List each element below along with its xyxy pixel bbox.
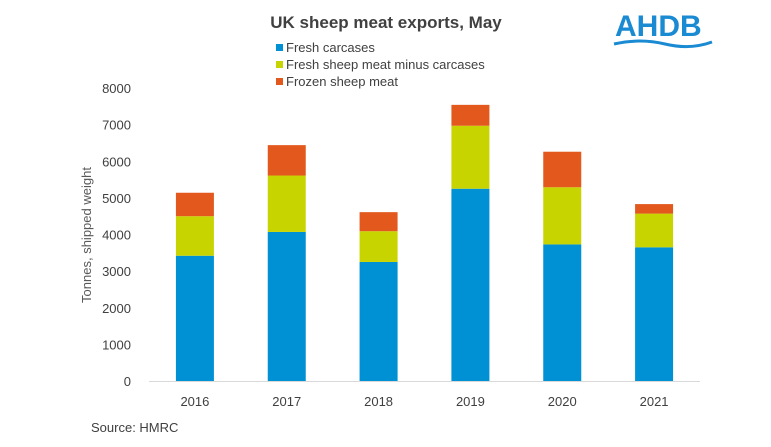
- bar-segment-2020-1: [543, 244, 582, 381]
- x-tick-label: 2016: [180, 394, 209, 409]
- legend-swatch: [276, 61, 283, 68]
- source-note: Source: HMRC: [91, 420, 178, 435]
- y-tick-label: 8000: [102, 81, 131, 96]
- y-tick-label: 6000: [102, 154, 131, 169]
- y-tick-label: 5000: [102, 191, 131, 206]
- bar-segment-2016-2: [175, 216, 214, 256]
- bar-segment-2018-3: [359, 212, 398, 232]
- bar-segment-2016-3: [175, 192, 214, 217]
- bar-segment-2018-1: [359, 261, 398, 381]
- bar-segment-2018-2: [359, 231, 398, 262]
- y-axis-label: Tonnes, shipped weight: [79, 167, 94, 303]
- x-tick-label: 2020: [548, 394, 577, 409]
- bar-segment-2019-1: [451, 188, 490, 381]
- bar-segment-2017-2: [267, 175, 306, 232]
- x-axis-ticks: 2016 2017 2018 2019 2020 2021: [180, 394, 668, 409]
- bar-segment-2017-1: [267, 231, 306, 381]
- bar-segment-2016-1: [175, 255, 214, 381]
- bar-segment-2021-3: [635, 204, 674, 214]
- y-tick-label: 7000: [102, 118, 131, 133]
- x-tick-label: 2019: [456, 394, 485, 409]
- y-tick-label: 1000: [102, 337, 131, 352]
- legend-label: Fresh carcases: [286, 40, 375, 55]
- bars: [175, 104, 674, 381]
- legend: Fresh carcases Fresh sheep meat minus car…: [276, 40, 485, 89]
- legend-label: Fresh sheep meat minus carcases: [286, 57, 485, 72]
- bar-segment-2019-2: [451, 125, 490, 189]
- x-tick-label: 2017: [272, 394, 301, 409]
- legend-swatch: [276, 78, 283, 85]
- y-tick-label: 2000: [102, 301, 131, 316]
- y-tick-label: 4000: [102, 228, 131, 243]
- bar-segment-2020-3: [543, 151, 582, 188]
- bar-segment-2021-1: [635, 247, 674, 381]
- chart-title: UK sheep meat exports, May: [270, 13, 502, 32]
- legend-label: Frozen sheep meat: [286, 74, 398, 89]
- logo-text: AHDB: [615, 10, 702, 43]
- bar-segment-2017-3: [267, 145, 306, 176]
- y-tick-label: 0: [124, 374, 131, 389]
- ahdb-logo: AHDB: [613, 10, 713, 49]
- bar-segment-2020-2: [543, 187, 582, 245]
- bar-segment-2021-2: [635, 213, 674, 248]
- y-tick-label: 3000: [102, 264, 131, 279]
- y-axis-ticks: 0 1000 2000 3000 4000 5000 6000 7000 8000: [102, 81, 131, 389]
- x-tick-label: 2018: [364, 394, 393, 409]
- legend-swatch: [276, 44, 283, 51]
- bar-segment-2019-3: [451, 104, 490, 126]
- x-tick-label: 2021: [640, 394, 669, 409]
- logo-wave-icon: [613, 39, 713, 49]
